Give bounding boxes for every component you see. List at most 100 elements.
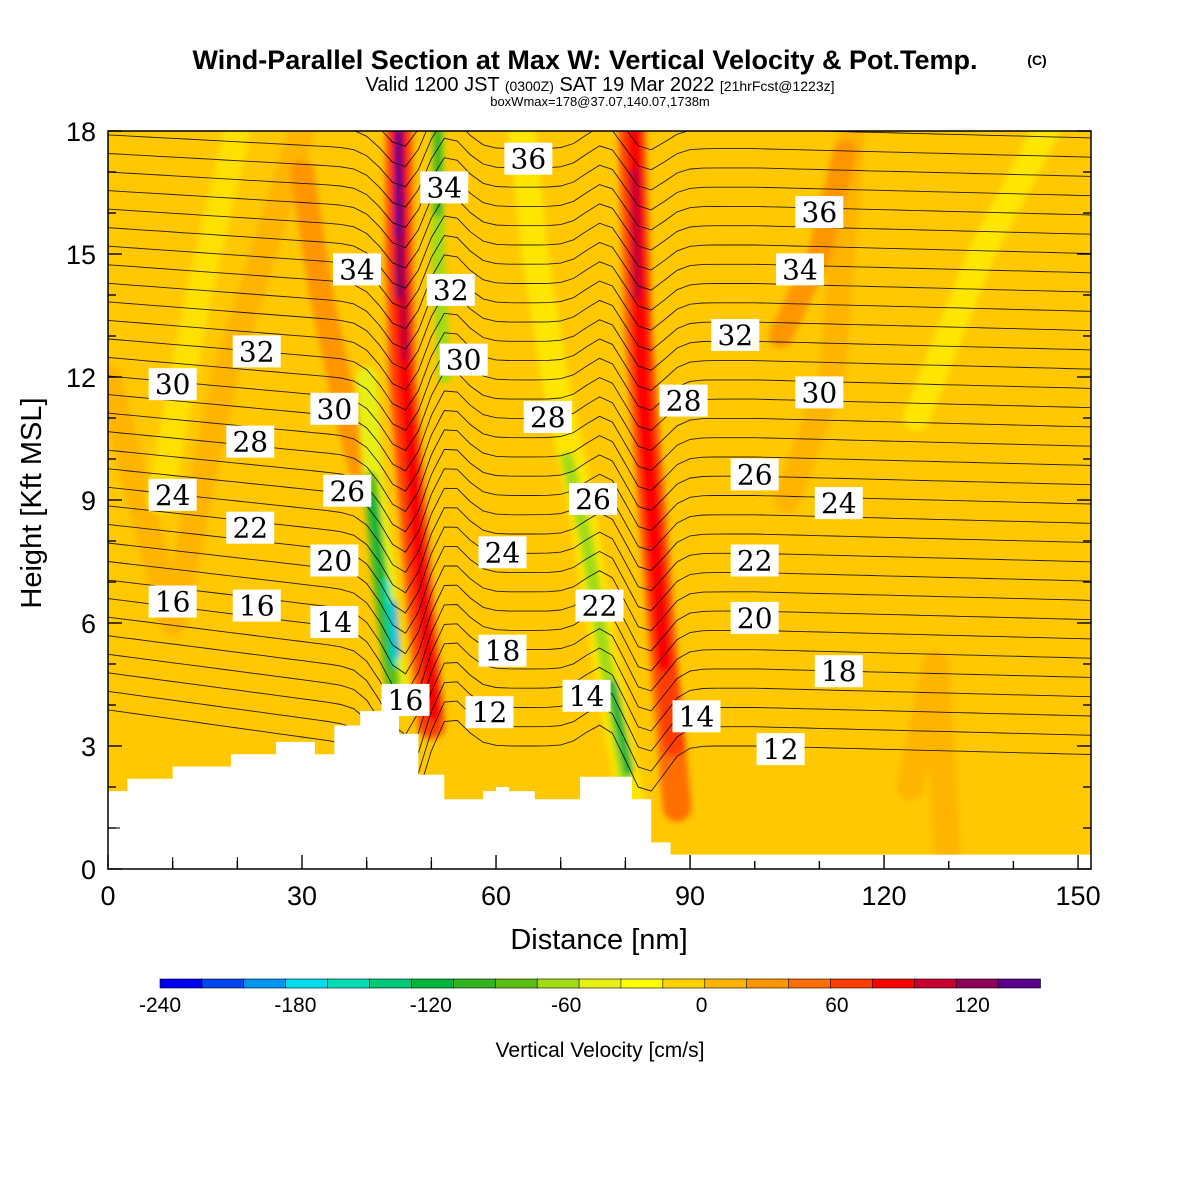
chart-subtitle: Valid 1200 JST (0300Z) SAT 19 Mar 2022 [… bbox=[365, 74, 834, 96]
isentrope-line bbox=[108, 176, 1091, 249]
contour-label-text: 32 bbox=[433, 274, 469, 307]
contour-label: 16 bbox=[148, 585, 197, 619]
colorbar-tick-label: 120 bbox=[955, 994, 990, 1017]
contour-label: 26 bbox=[569, 483, 618, 516]
contour-label-box bbox=[420, 171, 469, 204]
contour-label: 34 bbox=[332, 253, 381, 286]
colorbar-swatch bbox=[830, 978, 874, 989]
isentrope-line bbox=[108, 709, 1091, 817]
y-tick-label: 18 bbox=[66, 117, 96, 147]
y-tick-label: 6 bbox=[81, 609, 96, 639]
contour-label-box bbox=[426, 273, 475, 306]
contour-label-text: 20 bbox=[317, 545, 353, 578]
colorbar-swatch bbox=[620, 978, 664, 989]
contour-label-box bbox=[795, 376, 844, 409]
contour-label-text: 32 bbox=[717, 319, 753, 352]
x-tick-label: 0 bbox=[100, 881, 115, 911]
contour-label: 36 bbox=[504, 142, 553, 176]
contour-label-text: 20 bbox=[737, 602, 773, 635]
contour-label-box bbox=[672, 700, 721, 733]
isentrope-line bbox=[354, 131, 1091, 168]
isentrope-line bbox=[108, 215, 1091, 289]
contour-label-box bbox=[323, 474, 372, 507]
contour-label: 34 bbox=[775, 253, 824, 286]
contour-label: 16 bbox=[232, 589, 281, 623]
isentrope-line bbox=[108, 390, 1091, 472]
contour-label-box bbox=[775, 253, 824, 286]
contour-label-box bbox=[562, 679, 611, 712]
contour-label-box bbox=[730, 601, 779, 634]
contour-label-text: 16 bbox=[239, 590, 275, 623]
colorbar-tick-label: -240 bbox=[139, 994, 181, 1017]
velocity-band bbox=[146, 131, 251, 514]
x-tick-label: 120 bbox=[862, 881, 907, 911]
copyright-mark: (C) bbox=[1027, 52, 1046, 68]
y-tick-label: 3 bbox=[81, 732, 96, 762]
colorbar-swatch bbox=[788, 978, 832, 989]
velocity-band bbox=[290, 160, 379, 504]
contour-label: 12 bbox=[465, 696, 514, 729]
contour-label: 26 bbox=[323, 474, 372, 508]
contour-label-text: 24 bbox=[821, 487, 857, 520]
contour-label-text: 28 bbox=[530, 401, 566, 434]
contour-label-box bbox=[569, 483, 618, 515]
isentrope-line bbox=[108, 616, 1091, 716]
y-tick-label: 15 bbox=[66, 240, 96, 270]
contour-label: 24 bbox=[148, 478, 197, 512]
colorbar-swatch bbox=[955, 978, 999, 989]
subtitle-utc: (0300Z) bbox=[505, 78, 554, 94]
contour-label: 26 bbox=[730, 458, 779, 491]
contour-label-text: 26 bbox=[329, 475, 365, 508]
isentrope-line bbox=[108, 312, 1091, 391]
isentrope-lines bbox=[108, 131, 1091, 817]
velocity-band bbox=[391, 600, 400, 659]
x-tick-label: 150 bbox=[1056, 881, 1101, 911]
colorbar-swatch bbox=[494, 978, 538, 989]
colorbar-swatch bbox=[536, 978, 580, 989]
colorbar-swatch bbox=[913, 978, 957, 989]
contour-label-box bbox=[575, 589, 624, 622]
contour-label: 28 bbox=[226, 425, 275, 459]
colorbar-swatch bbox=[159, 978, 203, 989]
contour-label-box bbox=[381, 683, 430, 716]
isentrope-line bbox=[108, 561, 1091, 655]
subtitle-forecast: [21hrFcst@1223z] bbox=[720, 78, 835, 94]
colorbar: -240 -180 -120 -60 0 60 120 bbox=[139, 978, 1041, 1017]
contour-label: 14 bbox=[672, 700, 721, 733]
isentrope-line bbox=[108, 157, 1091, 228]
isentrope-line bbox=[108, 273, 1091, 350]
contour-label-text: 30 bbox=[446, 344, 482, 377]
chart-title: Wind-Parallel Section at Max W: Vertical… bbox=[193, 45, 978, 75]
isentrope-line bbox=[108, 137, 1091, 208]
x-tick-label: 90 bbox=[675, 881, 705, 911]
contour-label-text: 12 bbox=[763, 733, 799, 766]
contour-label: 36 bbox=[795, 196, 844, 229]
colorbar-tick-label: -60 bbox=[551, 994, 581, 1017]
contour-label: 28 bbox=[659, 384, 708, 418]
velocity-band bbox=[108, 131, 316, 636]
contour-label-text: 26 bbox=[737, 458, 773, 491]
x-tick-label: 60 bbox=[481, 881, 511, 911]
contour-label: 14 bbox=[310, 606, 359, 639]
contour-label-text: 14 bbox=[679, 700, 715, 733]
contour-label-box bbox=[659, 384, 708, 417]
contour-label-box bbox=[226, 425, 275, 458]
isentrope-line bbox=[108, 468, 1091, 553]
contour-label-box bbox=[332, 253, 381, 286]
colorbar-swatch bbox=[872, 978, 916, 989]
contour-label: 30 bbox=[310, 392, 359, 426]
isentrope-line bbox=[108, 542, 1091, 634]
contour-label-box bbox=[795, 196, 844, 228]
contour-label-text: 14 bbox=[317, 606, 353, 639]
contour-label: 22 bbox=[575, 589, 624, 623]
contour-label-text: 36 bbox=[802, 196, 838, 229]
colorbar-label: Vertical Velocity [cm/s] bbox=[496, 1039, 705, 1062]
isentrope-line bbox=[108, 635, 1091, 736]
contour-label-box bbox=[148, 585, 197, 618]
colorbar-swatch bbox=[746, 978, 790, 989]
contour-label-box bbox=[478, 536, 527, 569]
contour-label-box bbox=[148, 478, 197, 511]
contour-label-text: 26 bbox=[575, 483, 611, 516]
contour-label-box bbox=[730, 544, 779, 577]
contour-label-box bbox=[711, 319, 760, 351]
